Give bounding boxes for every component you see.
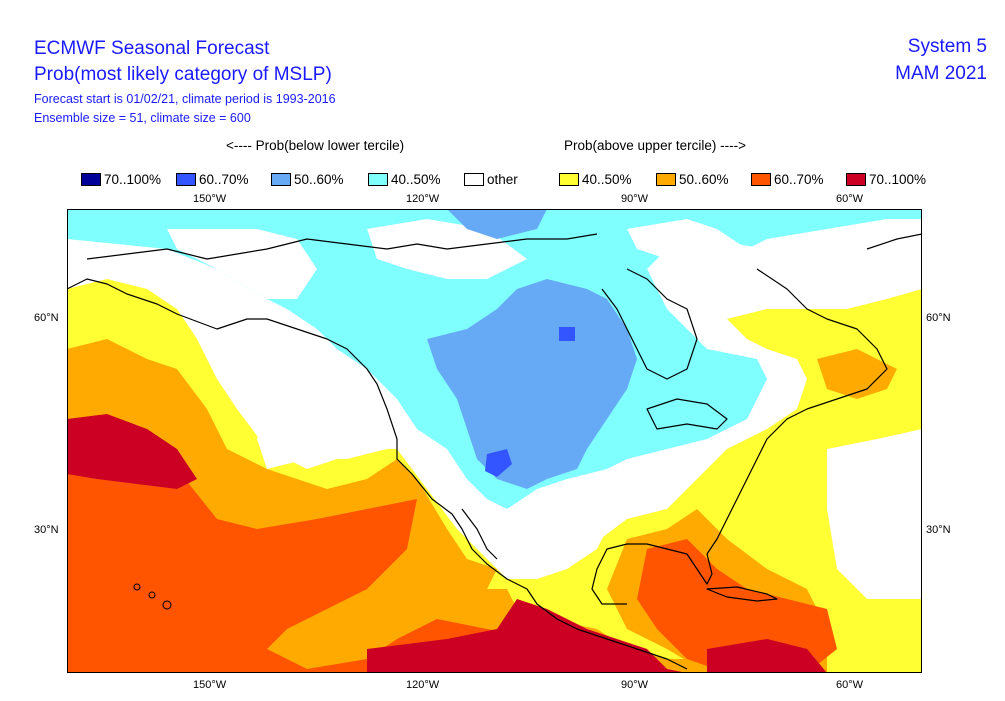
- darkred-region-central: [367, 599, 687, 673]
- legend-item: 40..50%: [559, 170, 632, 188]
- other-region-atlantic: [827, 429, 922, 599]
- lightblue-region-north: [447, 209, 547, 239]
- coastlines: [67, 233, 922, 670]
- forecast-info: Forecast start is 01/02/21, climate peri…: [34, 92, 336, 106]
- season-label: MAM 2021: [895, 63, 987, 84]
- lon-label-top: 150°W: [193, 193, 227, 205]
- legend-label: 70..100%: [104, 171, 162, 187]
- redorange-region-caribbean: [637, 539, 837, 673]
- lat-label-right: 30°N: [926, 524, 951, 536]
- other-region-west: [257, 309, 397, 469]
- ensemble-info: Ensemble size = 51, climate size = 600: [34, 111, 251, 125]
- legend-item: 70..100%: [81, 170, 161, 188]
- darkred-region-south: [707, 639, 827, 673]
- islands: [133, 583, 172, 610]
- lon-label-bottom: 150°W: [193, 679, 227, 691]
- legend-swatch: [271, 172, 291, 186]
- lon-label-top: 60°W: [836, 193, 864, 205]
- blue-region-southwest: [485, 449, 512, 477]
- map-frame: [67, 209, 922, 673]
- legend-label: 60..70%: [199, 171, 249, 187]
- legend-swatch: [176, 172, 196, 186]
- orange-region-labrador: [817, 349, 897, 399]
- legend-label: 70..100%: [869, 171, 927, 187]
- legend-label: 40..50%: [582, 171, 632, 187]
- legend-swatch: [368, 172, 388, 186]
- legend-item: 60..70%: [176, 170, 249, 188]
- legend-item: 70..100%: [846, 170, 926, 188]
- legend-swatch: [656, 172, 676, 186]
- legend-item: other: [464, 170, 518, 188]
- legend-label: 60..70%: [774, 171, 824, 187]
- legend-swatch: [559, 172, 579, 186]
- map-subtitle: Prob(most likely category of MSLP): [34, 64, 332, 85]
- lon-label-bottom: 90°W: [621, 679, 649, 691]
- other-region-arctic-2: [627, 219, 922, 259]
- system-label: System 5: [907, 36, 987, 57]
- lat-label-right: 60°N: [926, 312, 951, 324]
- lon-label-bottom: 60°W: [836, 679, 864, 691]
- lightblue-region: [427, 279, 637, 489]
- blue-region-north: [559, 327, 575, 341]
- lon-label-top: 120°W: [406, 193, 440, 205]
- above-tercile-heading: Prob(above upper tercile) ---->: [564, 138, 746, 153]
- legend-label: 50..60%: [679, 171, 729, 187]
- lat-label-left: 60°N: [34, 312, 59, 324]
- legend-swatch: [846, 172, 866, 186]
- legend-item: 50..60%: [656, 170, 729, 188]
- lat-label-left: 30°N: [34, 524, 59, 536]
- legend-swatch: [464, 172, 484, 186]
- legend-swatch: [81, 172, 101, 186]
- redorange-region-pacific: [67, 439, 627, 673]
- legend-label: 40..50%: [391, 171, 441, 187]
- legend-item: 40..50%: [368, 170, 441, 188]
- legend-swatch: [751, 172, 771, 186]
- legend-item: 60..70%: [751, 170, 824, 188]
- other-region-arctic-1: [167, 229, 317, 299]
- legend-item: 50..60%: [271, 170, 344, 188]
- lon-label-top: 90°W: [621, 193, 649, 205]
- legend-label: other: [487, 171, 518, 187]
- redorange-region-hawaii: [107, 559, 177, 629]
- below-tercile-heading: <---- Prob(below lower tercile): [226, 138, 405, 153]
- darkred-region-pacific: [67, 414, 197, 489]
- lon-label-bottom: 120°W: [406, 679, 440, 691]
- legend-label: 50..60%: [294, 171, 344, 187]
- map-title: ECMWF Seasonal Forecast: [34, 38, 270, 59]
- probability-map: [67, 209, 922, 673]
